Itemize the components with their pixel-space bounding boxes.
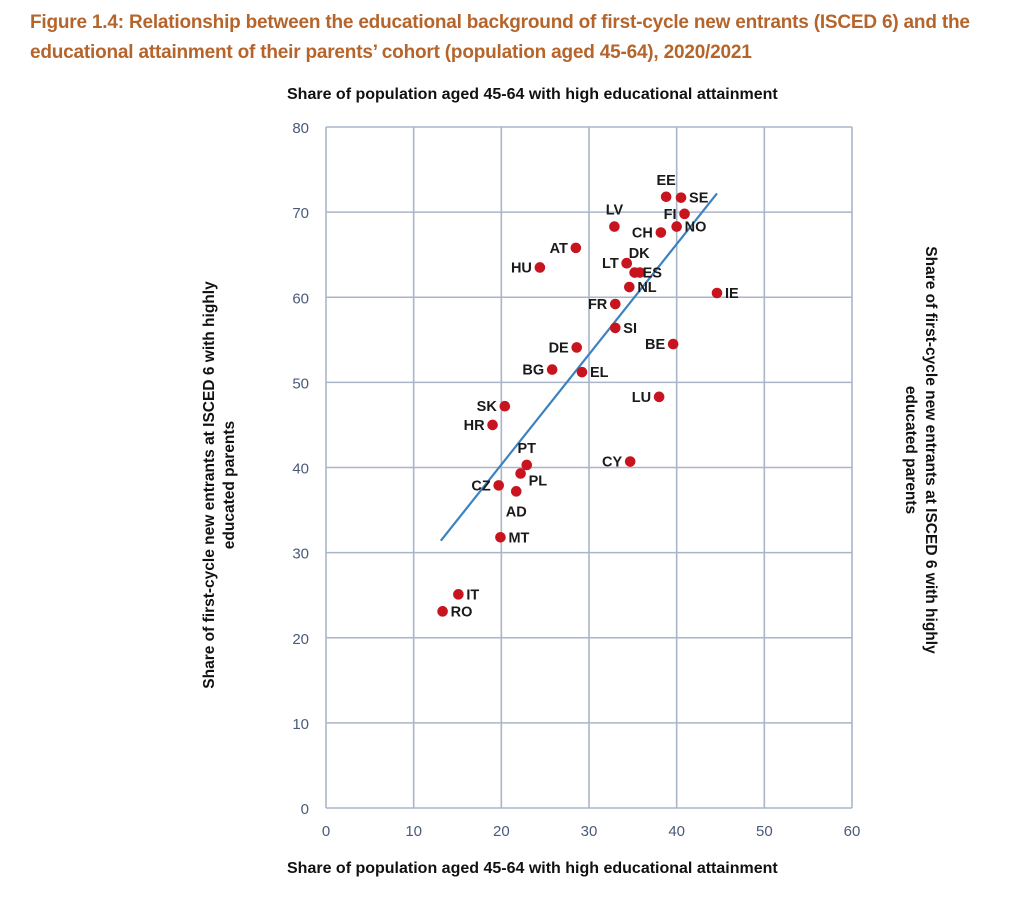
figure-title-line-2: educational attainment of their parents’…: [30, 42, 752, 63]
data-point-pt: [521, 459, 533, 471]
data-point-ro: [437, 606, 448, 617]
point-label-ee: EE: [656, 173, 676, 189]
point-label-mt: MT: [508, 530, 529, 546]
data-point-ie: [711, 287, 723, 299]
point-label-hu: HU: [511, 260, 532, 276]
trend-line-group: [439, 192, 718, 542]
data-point-bg: [546, 364, 558, 375]
data-point-ch: [655, 227, 667, 238]
point-label-hr: HR: [464, 418, 485, 434]
data-point-ad: [510, 486, 522, 497]
point-label-dk: DK: [629, 246, 650, 262]
x-tick-label: 10: [405, 823, 422, 840]
data-point-mt: [495, 532, 506, 543]
y-tick-label: 20: [292, 631, 309, 648]
point-label-pl: PL: [529, 473, 548, 489]
data-point-at: [570, 242, 582, 254]
x-tick-label: 60: [844, 823, 861, 840]
point-label-ie: IE: [725, 286, 739, 302]
point-label-sk: SK: [477, 399, 498, 415]
data-point-se: [675, 192, 687, 203]
top-axis-title: Share of population aged 45-64 with high…: [287, 86, 778, 103]
point-label-it: IT: [466, 587, 479, 603]
point-label-ch: CH: [632, 226, 653, 242]
x-axis-title: Share of population aged 45-64 with high…: [287, 860, 778, 877]
figure-title: Figure 1.4: Relationship between the edu…: [30, 8, 1020, 68]
y-tick-label: 50: [292, 375, 309, 392]
grid-lines: [325, 126, 853, 809]
point-label-es: ES: [643, 266, 663, 282]
y-tick-label: 80: [292, 120, 309, 137]
data-point-it: [453, 589, 464, 600]
point-label-pt: PT: [517, 441, 536, 457]
point-label-de: DE: [549, 340, 569, 356]
y-tick-label: 30: [292, 546, 309, 563]
data-point: [634, 267, 646, 278]
data-point-lu: [653, 391, 665, 403]
point-label-at: AT: [550, 241, 568, 257]
data-point-cy: [624, 456, 636, 467]
data-point-fi: [679, 208, 690, 220]
data-point-si: [610, 322, 621, 334]
point-label-lt: LT: [602, 256, 619, 272]
data-point-fr: [610, 298, 621, 310]
y-tick-label: 40: [292, 461, 309, 478]
point-label-fi: FI: [664, 207, 677, 223]
point-label-lu: LU: [632, 390, 651, 406]
trend-line: [439, 192, 718, 542]
point-label-be: BE: [645, 337, 665, 353]
y-tick-label: 10: [292, 716, 309, 733]
point-label-bg: BG: [522, 363, 544, 379]
data-point-be: [667, 338, 679, 350]
data-point-nl: [624, 281, 635, 293]
x-tick-label: 20: [493, 823, 510, 840]
x-tick-label: 50: [756, 823, 773, 840]
x-tick-label: 40: [668, 823, 685, 840]
x-tick-label: 0: [322, 823, 330, 840]
point-label-cy: CY: [602, 455, 622, 471]
point-label-si: SI: [623, 321, 637, 337]
point-label-nl: NL: [637, 280, 656, 296]
data-point-hr: [487, 419, 498, 431]
data-point-lv: [609, 221, 620, 232]
data-point-lt: [621, 257, 632, 269]
point-label-el: EL: [590, 365, 609, 381]
data-point-ee: [660, 191, 672, 203]
data-point-cz: [493, 480, 505, 491]
point-label-cz: CZ: [471, 478, 490, 494]
data-point-el: [576, 366, 588, 378]
point-label-no: NO: [685, 220, 707, 236]
data-points: [437, 191, 723, 617]
point-label-se: SE: [689, 191, 709, 207]
data-point-hu: [534, 262, 546, 273]
figure-title-line-1: Figure 1.4: Relationship between the edu…: [30, 12, 970, 33]
point-label-lv: LV: [606, 203, 624, 219]
data-point-de: [571, 342, 583, 353]
data-point-sk: [499, 400, 511, 412]
y-tick-label: 70: [292, 205, 309, 222]
point-label-ad: AD: [506, 504, 527, 520]
tick-labels: 0 10 20 30 40 50 60 0 10 20 30 40 50 60 70 80: [292, 120, 860, 840]
data-point-pl: [515, 468, 526, 479]
y-tick-label: 0: [301, 801, 309, 818]
y-tick-label: 60: [292, 290, 309, 307]
data-point-no: [671, 221, 682, 232]
point-label-ro: RO: [451, 604, 473, 620]
x-tick-label: 30: [581, 823, 598, 840]
point-label-fr: FR: [588, 297, 608, 313]
